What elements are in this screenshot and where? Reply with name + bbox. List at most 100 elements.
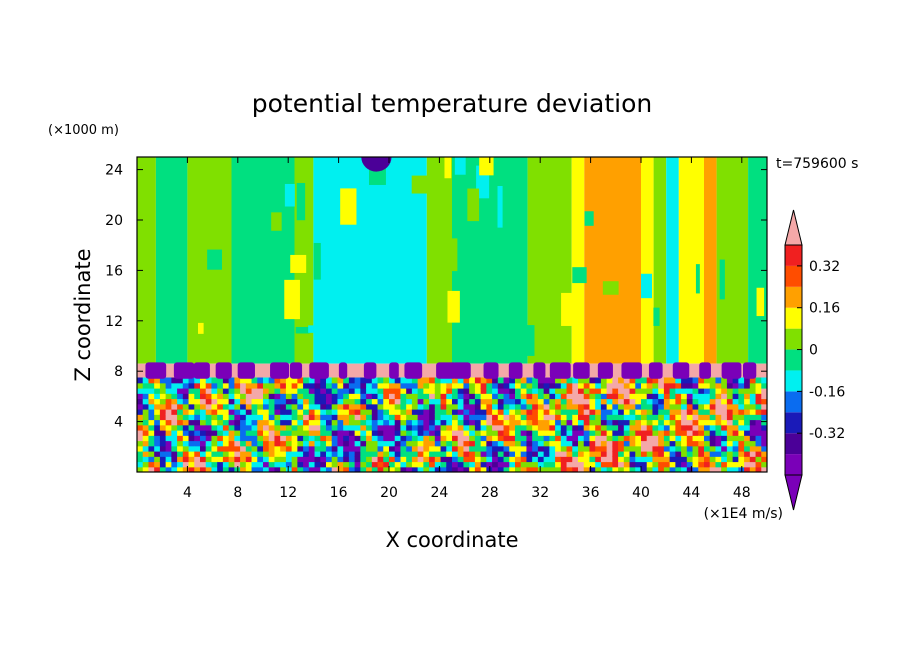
heatmap-cell <box>520 435 528 442</box>
heatmap-cell <box>486 445 493 452</box>
heatmap-cell <box>595 466 602 472</box>
heatmap-cell <box>715 393 722 400</box>
heatmap-cell <box>434 377 442 384</box>
heatmap-cell <box>303 398 310 405</box>
heatmap-cell <box>543 430 550 436</box>
heatmap-cell <box>721 461 728 468</box>
heatmap-cell <box>194 466 201 472</box>
heatmap-cell <box>200 419 207 426</box>
heatmap-cell <box>217 445 224 452</box>
heatmap-cell <box>389 409 396 415</box>
heatmap-cell <box>641 273 653 299</box>
heatmap-cell <box>297 424 304 431</box>
heatmap-cell <box>572 456 579 463</box>
heatmap-cell <box>245 403 253 410</box>
heatmap-cell <box>429 430 436 436</box>
heatmap-cell <box>452 419 459 426</box>
heatmap-cell <box>600 382 608 389</box>
heatmap-cell <box>263 451 270 457</box>
heatmap-cell <box>434 466 442 472</box>
heatmap-cell <box>457 451 465 457</box>
heatmap-cell <box>394 398 402 405</box>
heatmap-cell <box>595 403 602 410</box>
heatmap-cell <box>641 424 648 431</box>
heatmap-cell <box>142 466 150 472</box>
heatmap-cell <box>280 377 287 384</box>
heatmap-cell <box>389 382 396 389</box>
heatmap-cell <box>618 451 625 457</box>
heatmap-cell <box>354 377 361 384</box>
heatmap-cell <box>263 430 270 436</box>
heatmap-cell <box>406 419 413 426</box>
heatmap-cell <box>606 435 613 442</box>
heatmap-cell <box>240 409 247 415</box>
heatmap-cell <box>440 445 447 452</box>
heatmap-cell <box>572 409 579 415</box>
heatmap-cell <box>698 382 705 389</box>
heatmap-cell <box>663 388 671 394</box>
heatmap-cell <box>251 424 258 431</box>
heatmap-cell <box>583 430 591 436</box>
y-tick-label: 4 <box>114 415 123 431</box>
heatmap-column <box>231 157 295 364</box>
heatmap-cell <box>417 398 424 405</box>
heatmap-cell <box>320 403 327 410</box>
heatmap-cell <box>623 377 631 384</box>
heatmap-cell <box>331 466 339 472</box>
heatmap-cell <box>623 409 631 415</box>
heatmap-cell <box>583 377 591 384</box>
heatmap-cell <box>240 382 247 389</box>
heatmap-cell <box>142 414 150 421</box>
heatmap-cell <box>537 403 545 410</box>
heatmap-cell <box>268 456 276 463</box>
heatmap-cell <box>217 440 224 447</box>
heatmap-cell <box>652 424 659 431</box>
heatmap-cell <box>303 409 310 415</box>
heatmap-cell <box>572 430 579 436</box>
heatmap-cell <box>669 409 676 415</box>
heatmap-cell <box>154 414 161 421</box>
heatmap-cell <box>211 456 218 463</box>
heatmap-cell <box>526 445 533 452</box>
y-tick-label: 8 <box>114 364 123 380</box>
heatmap-cell <box>698 388 705 394</box>
heatmap-cell <box>217 456 224 463</box>
heatmap-cell <box>291 414 298 421</box>
heatmap-cell <box>389 398 396 405</box>
heatmap-cell <box>755 445 762 452</box>
heatmap-cell <box>492 403 499 410</box>
heatmap-cell <box>457 414 465 421</box>
heatmap-cell <box>709 430 717 436</box>
heatmap-cell <box>635 409 642 415</box>
heatmap-cell <box>663 414 671 421</box>
heatmap-cell <box>526 430 533 436</box>
heatmap-cell <box>526 393 533 400</box>
heatmap-cell <box>578 409 585 415</box>
heatmap-cell <box>308 456 316 463</box>
heatmap-cell <box>285 382 293 389</box>
heatmap-cell <box>245 451 253 457</box>
heatmap-cell <box>566 409 573 415</box>
heatmap-cell <box>457 393 465 400</box>
heatmap-cell <box>308 388 316 394</box>
heatmap-cell <box>486 414 493 421</box>
heatmap-cell <box>509 388 516 394</box>
heatmap-cell <box>623 451 631 457</box>
heatmap-cell <box>497 382 505 389</box>
heatmap-cell <box>606 456 613 463</box>
heatmap-cell <box>532 445 539 452</box>
heatmap-cell <box>509 409 516 415</box>
heatmap-cell <box>389 377 396 384</box>
heatmap-cell <box>738 456 745 463</box>
heatmap-cell <box>515 440 522 447</box>
heatmap-cell <box>480 419 487 426</box>
heatmap-cell <box>400 398 407 405</box>
heatmap-cell <box>509 189 519 197</box>
heatmap-cell <box>303 456 310 463</box>
heatmap-cell <box>394 393 402 400</box>
heatmap-cell <box>440 456 447 463</box>
heatmap-cell <box>721 466 728 472</box>
heatmap-cell <box>715 435 722 442</box>
heatmap-cell <box>749 461 757 468</box>
heatmap-cell <box>423 414 430 421</box>
